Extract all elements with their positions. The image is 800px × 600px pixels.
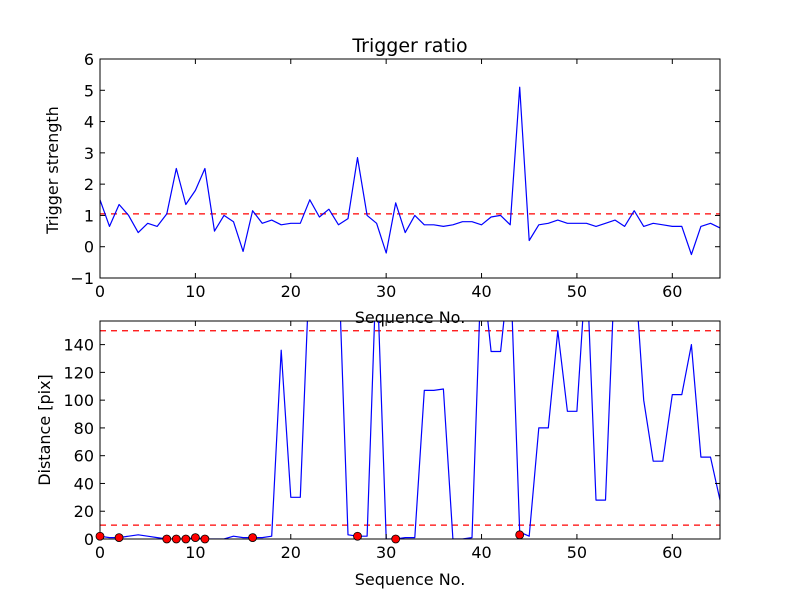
x-tick-label: 40 bbox=[471, 282, 491, 301]
data-point bbox=[353, 531, 362, 541]
x-tick-label: 30 bbox=[376, 543, 396, 562]
y-tick-label: 6 bbox=[84, 50, 94, 69]
y-tick-label: 60 bbox=[74, 447, 94, 466]
y-tick-label: 20 bbox=[74, 502, 94, 521]
y-tick-label: 120 bbox=[63, 363, 94, 382]
data-point bbox=[162, 534, 172, 544]
y-tick-label: 0 bbox=[84, 530, 94, 549]
data-point bbox=[95, 531, 105, 541]
data-point bbox=[171, 534, 181, 544]
x-tick-label: 40 bbox=[471, 543, 491, 562]
data-point bbox=[114, 533, 124, 543]
y-axis-label: Distance [pix] bbox=[35, 374, 54, 486]
y-tick-label: 140 bbox=[63, 336, 94, 355]
data-point bbox=[200, 534, 210, 544]
data-point bbox=[248, 533, 258, 543]
y-tick-label: 4 bbox=[84, 113, 94, 132]
y-tick-label: 0 bbox=[84, 238, 94, 257]
y-tick-label: 2 bbox=[84, 175, 94, 194]
y-tick-label: 3 bbox=[84, 144, 94, 163]
x-axis-label: Sequence No. bbox=[355, 308, 466, 327]
chart-title: Trigger ratio bbox=[351, 35, 467, 57]
y-tick-label: −1 bbox=[70, 269, 94, 288]
x-tick-label: 10 bbox=[185, 543, 205, 562]
y-tick-label: 5 bbox=[84, 81, 94, 100]
y-axis-label: Trigger strength bbox=[43, 106, 62, 235]
data-point bbox=[181, 534, 191, 544]
x-tick-label: 20 bbox=[281, 282, 301, 301]
x-axis-label: Sequence No. bbox=[355, 570, 466, 589]
x-tick-label: 0 bbox=[95, 543, 105, 562]
x-tick-label: 60 bbox=[662, 543, 682, 562]
x-tick-label: 10 bbox=[185, 282, 205, 301]
x-tick-label: 50 bbox=[567, 282, 587, 301]
data-point bbox=[190, 533, 200, 543]
data-point bbox=[391, 534, 401, 544]
x-tick-label: 30 bbox=[376, 282, 396, 301]
y-tick-label: 1 bbox=[84, 206, 94, 225]
plot-frame bbox=[99, 320, 721, 540]
distance-plot: 0 10 20 30 40 50 60 0 20 40 60 80 100 120 140 Sequence… bbox=[35, 320, 721, 589]
x-tick-label: 60 bbox=[662, 282, 682, 301]
y-tick-label: 40 bbox=[74, 474, 94, 493]
y-tick-label: 80 bbox=[74, 419, 94, 438]
x-tick-label: 0 bbox=[95, 282, 105, 301]
y-tick-label: 100 bbox=[63, 391, 94, 410]
x-tick-label: 50 bbox=[567, 543, 587, 562]
plot-frame bbox=[99, 58, 721, 279]
data-point bbox=[515, 530, 525, 540]
x-tick-label: 20 bbox=[281, 543, 301, 562]
series-line bbox=[100, 86, 720, 256]
